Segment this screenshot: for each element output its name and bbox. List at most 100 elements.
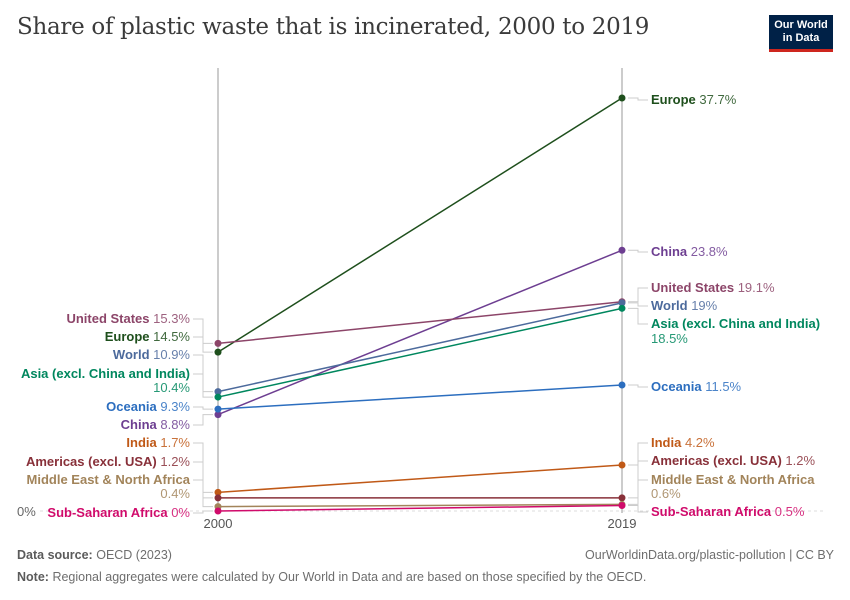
series-line [217, 503, 623, 508]
label-connector [193, 373, 213, 398]
series-line [217, 464, 623, 494]
series-label: Asia (excl. China and India) [651, 316, 820, 331]
data-point [618, 304, 626, 312]
series-name: World [113, 347, 150, 362]
series-value: 18.5% [651, 331, 688, 346]
source-label: Data source: [17, 548, 93, 562]
note: Note: Regional aggregates were calculate… [17, 570, 646, 584]
series-value: 15.3% [150, 311, 191, 326]
label-connector [628, 442, 648, 466]
data-point [214, 405, 222, 413]
series-label: Americas (excl. USA) 1.2% [651, 453, 815, 468]
series-value: 0% [168, 505, 191, 520]
label-connector [193, 354, 213, 393]
owid-logo[interactable]: Our World in Data [769, 15, 833, 52]
series-label: Middle East & North Africa [651, 472, 815, 487]
series-label: World 10.9% [113, 347, 191, 362]
label-connector [193, 406, 213, 410]
series-label: World 19% [651, 298, 718, 313]
label-connector [628, 287, 648, 303]
series-label: United States 19.1% [651, 280, 775, 295]
data-point [214, 494, 222, 502]
data-point [214, 339, 222, 347]
series-line [217, 307, 623, 398]
x-tick-label: 2019 [608, 516, 637, 531]
note-label: Note: [17, 570, 49, 584]
series-value: 0.4% [160, 486, 190, 501]
series-line [217, 97, 623, 353]
series-label: Sub-Saharan Africa 0% [47, 505, 190, 520]
label-connector [628, 302, 648, 307]
series-label: Oceania 9.3% [106, 399, 190, 414]
series-name: Americas (excl. USA) [651, 453, 782, 468]
series-line [217, 249, 623, 416]
series-name: China [121, 417, 158, 432]
data-point [618, 94, 626, 102]
series-name: Americas (excl. USA) [26, 454, 157, 469]
series-label: Americas (excl. USA) 1.2% [26, 454, 190, 469]
data-point [214, 388, 222, 396]
series-value: 4.2% [681, 435, 715, 450]
source-text: OECD (2023) [96, 548, 172, 562]
data-point [214, 393, 222, 401]
series-name: Sub-Saharan Africa [47, 505, 168, 520]
data-point [618, 299, 626, 307]
x-tick-label: 2000 [204, 516, 233, 531]
data-point [214, 411, 222, 419]
data-point [618, 381, 626, 389]
series-label: Oceania 11.5% [651, 379, 742, 394]
series-name: India [651, 435, 682, 450]
data-point [214, 348, 222, 356]
chart-title: Share of plastic waste that is incinerat… [17, 14, 650, 40]
series-value: 9.3% [157, 399, 191, 414]
series-name: Middle East & North Africa [651, 472, 815, 487]
series-label: Middle East & North Africa [27, 472, 191, 487]
series-value: 8.8% [157, 417, 191, 432]
series-name: China [651, 244, 688, 259]
label-connector [628, 479, 648, 505]
series-label: China 23.8% [651, 244, 728, 259]
source-url-link[interactable]: OurWorldinData.org/plastic-pollution | C… [585, 548, 834, 562]
series-name: Sub-Saharan Africa [651, 504, 772, 519]
series-label: Europe 14.5% [105, 329, 191, 344]
series-value: 11.5% [702, 379, 742, 394]
label-connector [628, 460, 648, 499]
note-text: Regional aggregates were calculated by O… [52, 570, 647, 584]
label-connector [193, 336, 213, 353]
series-name: India [126, 435, 157, 450]
series-name: Europe [105, 329, 150, 344]
series-name: Asia (excl. China and India) [651, 316, 820, 331]
data-point [618, 502, 626, 510]
series-line [217, 301, 623, 345]
series-value: 0.5% [771, 504, 805, 519]
series-value: 19% [688, 298, 718, 313]
series-value: 14.5% [150, 329, 191, 344]
series-value: 10.4% [153, 380, 190, 395]
series-name: Asia (excl. China and India) [21, 366, 190, 381]
series-label: Sub-Saharan Africa 0.5% [651, 504, 805, 519]
y-tick-label: 0% [17, 504, 36, 519]
data-point [214, 507, 222, 515]
series-line [217, 504, 623, 512]
label-connector [628, 249, 648, 253]
series-label: United States 15.3% [66, 311, 190, 326]
data-point [214, 488, 222, 496]
label-connector [628, 505, 648, 513]
series-name: Oceania [651, 379, 702, 394]
label-connector [193, 510, 213, 514]
label-connector [193, 414, 213, 426]
series-line [217, 384, 623, 410]
series-value: 1.2% [157, 454, 191, 469]
series-name: Oceania [106, 399, 157, 414]
logo-line2: in Data [782, 32, 820, 44]
series-value: 1.7% [157, 435, 191, 450]
series-value: 1.2% [782, 453, 816, 468]
series-name: Middle East & North Africa [27, 472, 191, 487]
series-name: United States [66, 311, 149, 326]
series-line [217, 302, 623, 393]
series-label: Asia (excl. China and India) [21, 366, 190, 381]
series-label: China 8.8% [121, 417, 191, 432]
series-value: 0.6% [651, 486, 681, 501]
data-point [618, 461, 626, 469]
